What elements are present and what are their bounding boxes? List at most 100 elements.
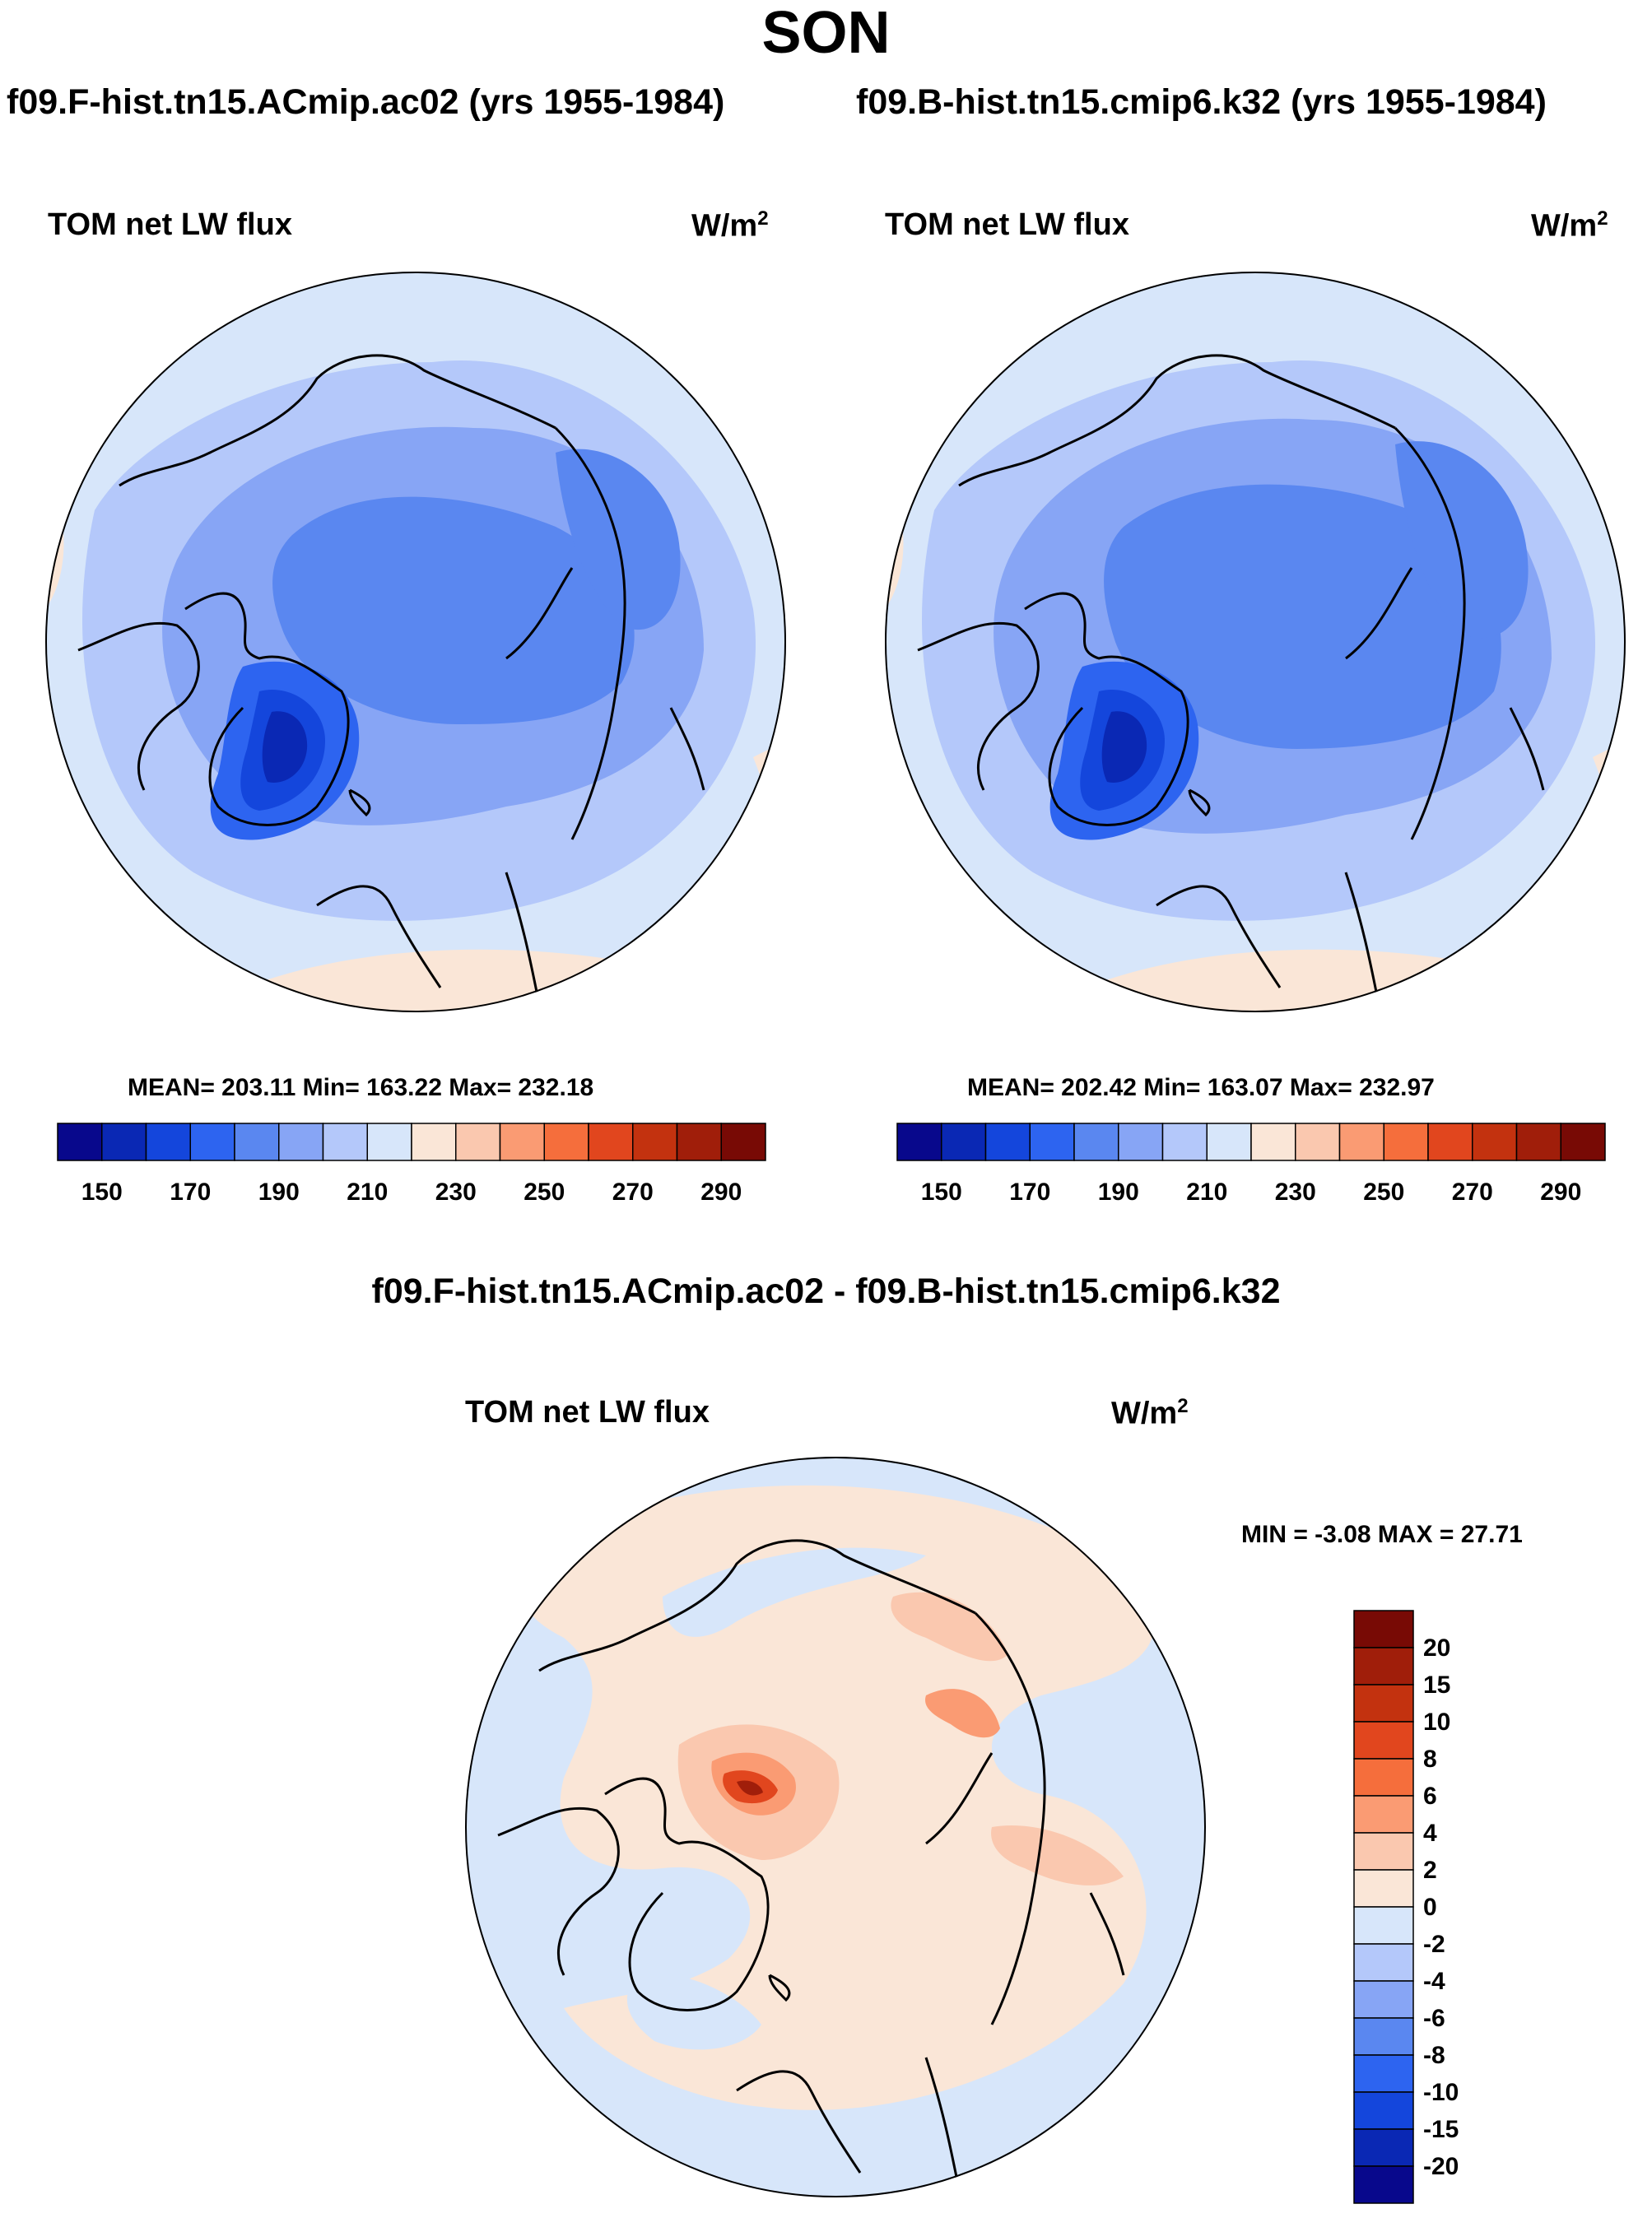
difference-colorbar-swatch — [1353, 1721, 1414, 1760]
panel-1-colorbar-swatch — [57, 1123, 103, 1161]
difference-colorbar-swatch — [1353, 2054, 1414, 2093]
difference-min-max: MIN = -3.08 MAX = 27.71 — [1241, 1521, 1523, 1548]
panel-1-colorbar-swatch — [543, 1123, 589, 1161]
panel-2-colorbar-swatch — [1029, 1123, 1075, 1161]
difference-colorbar-tick-label: 6 — [1423, 1783, 1437, 1810]
difference-colorbar-tick-label: 20 — [1423, 1634, 1450, 1662]
difference-colorbar-swatch — [1353, 1758, 1414, 1797]
difference-colorbar-tick-label: 15 — [1423, 1672, 1450, 1699]
panel-1-colorbar-tick-label: 210 — [347, 1179, 388, 1206]
panel-2-map-border — [885, 272, 1626, 1012]
difference-contour-2-4-east — [891, 1592, 1008, 1662]
difference-colorbar-swatch — [1353, 1795, 1414, 1834]
difference-colorbar-swatch — [1353, 1980, 1414, 2019]
difference-colorbar-swatch — [1353, 2128, 1414, 2167]
panel-1-contour-160 — [262, 711, 308, 783]
panel-1-colorbar-swatch — [234, 1123, 280, 1161]
panel-2-warm-region-east — [1593, 741, 1626, 856]
difference-units-label: W/m2 — [1111, 1395, 1189, 1431]
panel-2-colorbar-tick-label: 290 — [1540, 1179, 1581, 1206]
panel-1-stats: MEAN= 203.11 Min= 163.22 Max= 232.18 — [128, 1074, 594, 1101]
panel-1-colorbar-swatch — [411, 1123, 457, 1161]
difference-colorbar-tick-label: -6 — [1423, 2005, 1445, 2032]
difference-map-border — [465, 1457, 1206, 2197]
difference-colorbar-swatch — [1353, 1832, 1414, 1871]
panel-1-colorbar-swatch — [720, 1123, 766, 1161]
difference-colorbar-swatch — [1353, 1684, 1414, 1723]
panel-2-colorbar-tick-label: 230 — [1275, 1179, 1316, 1206]
panel-1-colorbar-swatch — [101, 1123, 147, 1161]
panel-1-colorbar-tick-label: 250 — [524, 1179, 565, 1206]
panel-1-colorbar-tick-label: 150 — [81, 1179, 123, 1206]
panel-1-colorbar-swatch — [588, 1123, 634, 1161]
difference-contour-2-4-south — [991, 1825, 1124, 1886]
panel-1-coastlines — [77, 354, 705, 1005]
panel-2-colorbar-swatch — [1338, 1123, 1384, 1161]
panel-1-variable-label: TOM net LW flux — [48, 207, 292, 242]
difference-colorbar-tick-label: 2 — [1423, 1857, 1437, 1884]
panel-2-contour-190-east — [1395, 441, 1529, 639]
difference-contour-15-20 — [737, 1780, 763, 1796]
difference-contour-4-6-coast — [925, 1689, 1000, 1738]
panel-2-colorbar-tick-label: 270 — [1452, 1179, 1493, 1206]
panel-2-contour-160 — [1101, 711, 1147, 783]
panel-1-colorbar-tick-label: 290 — [700, 1179, 742, 1206]
panel-1-colorbar-swatch — [278, 1123, 324, 1161]
panel-1-colorbar-swatch — [189, 1123, 235, 1161]
panel-2-colorbar-swatch — [1515, 1123, 1561, 1161]
difference-colorbar-swatch — [1353, 1610, 1414, 1648]
difference-colorbar-tick-label: 8 — [1423, 1746, 1437, 1773]
page-title: SON — [761, 0, 891, 66]
panel-1-colorbar-swatch — [676, 1123, 722, 1161]
difference-colorbar-tick-label: -15 — [1423, 2116, 1459, 2143]
panel-2-colorbar-tick-label: 210 — [1186, 1179, 1227, 1206]
panel-1-colorbar-swatch — [499, 1123, 545, 1161]
panel-2-variable-label: TOM net LW flux — [885, 207, 1129, 242]
panel-1-colorbar-swatch — [366, 1123, 412, 1161]
panel-2-colorbar-swatch — [1383, 1123, 1429, 1161]
panel-1-colorbar-swatch — [455, 1123, 501, 1161]
panel-1-colorbar-tick-label: 230 — [435, 1179, 477, 1206]
panel-2-colorbar-swatch — [1161, 1123, 1208, 1161]
panel-1-colorbar: 150 170 190 210 230 250 270 290 — [57, 1123, 766, 1206]
panel-2-colorbar-swatch — [1295, 1123, 1341, 1161]
difference-colorbar-tick-label: -4 — [1423, 1968, 1445, 1995]
panel-1-contour-190 — [272, 496, 635, 724]
difference-colorbar-swatch — [1353, 1647, 1414, 1686]
difference-negative-patch-north — [663, 1547, 926, 1637]
difference-colorbar-swatch — [1353, 2017, 1414, 2056]
panel-2-colorbar-tick-label: 250 — [1363, 1179, 1404, 1206]
difference-colorbar-swatch — [1353, 1869, 1414, 1908]
difference-colorbar-swatch — [1353, 1943, 1414, 1982]
panel-2-colorbar-tick-label: 170 — [1009, 1179, 1050, 1206]
difference-colorbar-swatch — [1353, 2091, 1414, 2130]
panel-2-units-label: W/m2 — [1531, 207, 1608, 244]
difference-variable-label: TOM net LW flux — [465, 1395, 710, 1430]
panel-2-colorbar-swatch — [941, 1123, 987, 1161]
panel-2-colorbar-swatch — [1427, 1123, 1473, 1161]
panel-2-colorbar-swatch — [1472, 1123, 1518, 1161]
difference-title: f09.F-hist.tn15.ACmip.ac02 - f09.B-hist.… — [371, 1272, 1281, 1311]
panel-2-colorbar-swatch — [984, 1123, 1031, 1161]
panel-2-contour-190 — [1104, 484, 1501, 749]
panel-2-colorbar-swatch — [1073, 1123, 1119, 1161]
panel-2-stats: MEAN= 202.42 Min= 163.07 Max= 232.97 — [967, 1074, 1435, 1101]
difference-colorbar-tick-label: 4 — [1423, 1820, 1437, 1847]
difference-colorbar-tick-label: -2 — [1423, 1931, 1445, 1958]
panel-1-map-border — [45, 272, 786, 1012]
panel-1-colorbar-tick-label: 190 — [258, 1179, 300, 1206]
panel-2-colorbar: 150 170 190 210 230 250 270 290 — [896, 1123, 1606, 1206]
difference-colorbar-tick-label: -20 — [1423, 2153, 1459, 2180]
panel-1-map — [45, 272, 786, 1012]
difference-colorbar-tick-label: -10 — [1423, 2079, 1459, 2106]
panel-2-colorbar-swatch — [896, 1123, 942, 1161]
panel-2-colorbar-swatch — [1250, 1123, 1296, 1161]
panel-2-colorbar-swatch — [1206, 1123, 1252, 1161]
panel-1-colorbar-swatch — [145, 1123, 191, 1161]
difference-negative-patch-greenland — [626, 1974, 761, 2050]
panel-2-colorbar-swatch — [1118, 1123, 1164, 1161]
panel-2-colorbar-swatch — [1560, 1123, 1606, 1161]
difference-colorbar-swatch — [1353, 2165, 1414, 2204]
panel-1-colorbar-tick-label: 270 — [612, 1179, 654, 1206]
